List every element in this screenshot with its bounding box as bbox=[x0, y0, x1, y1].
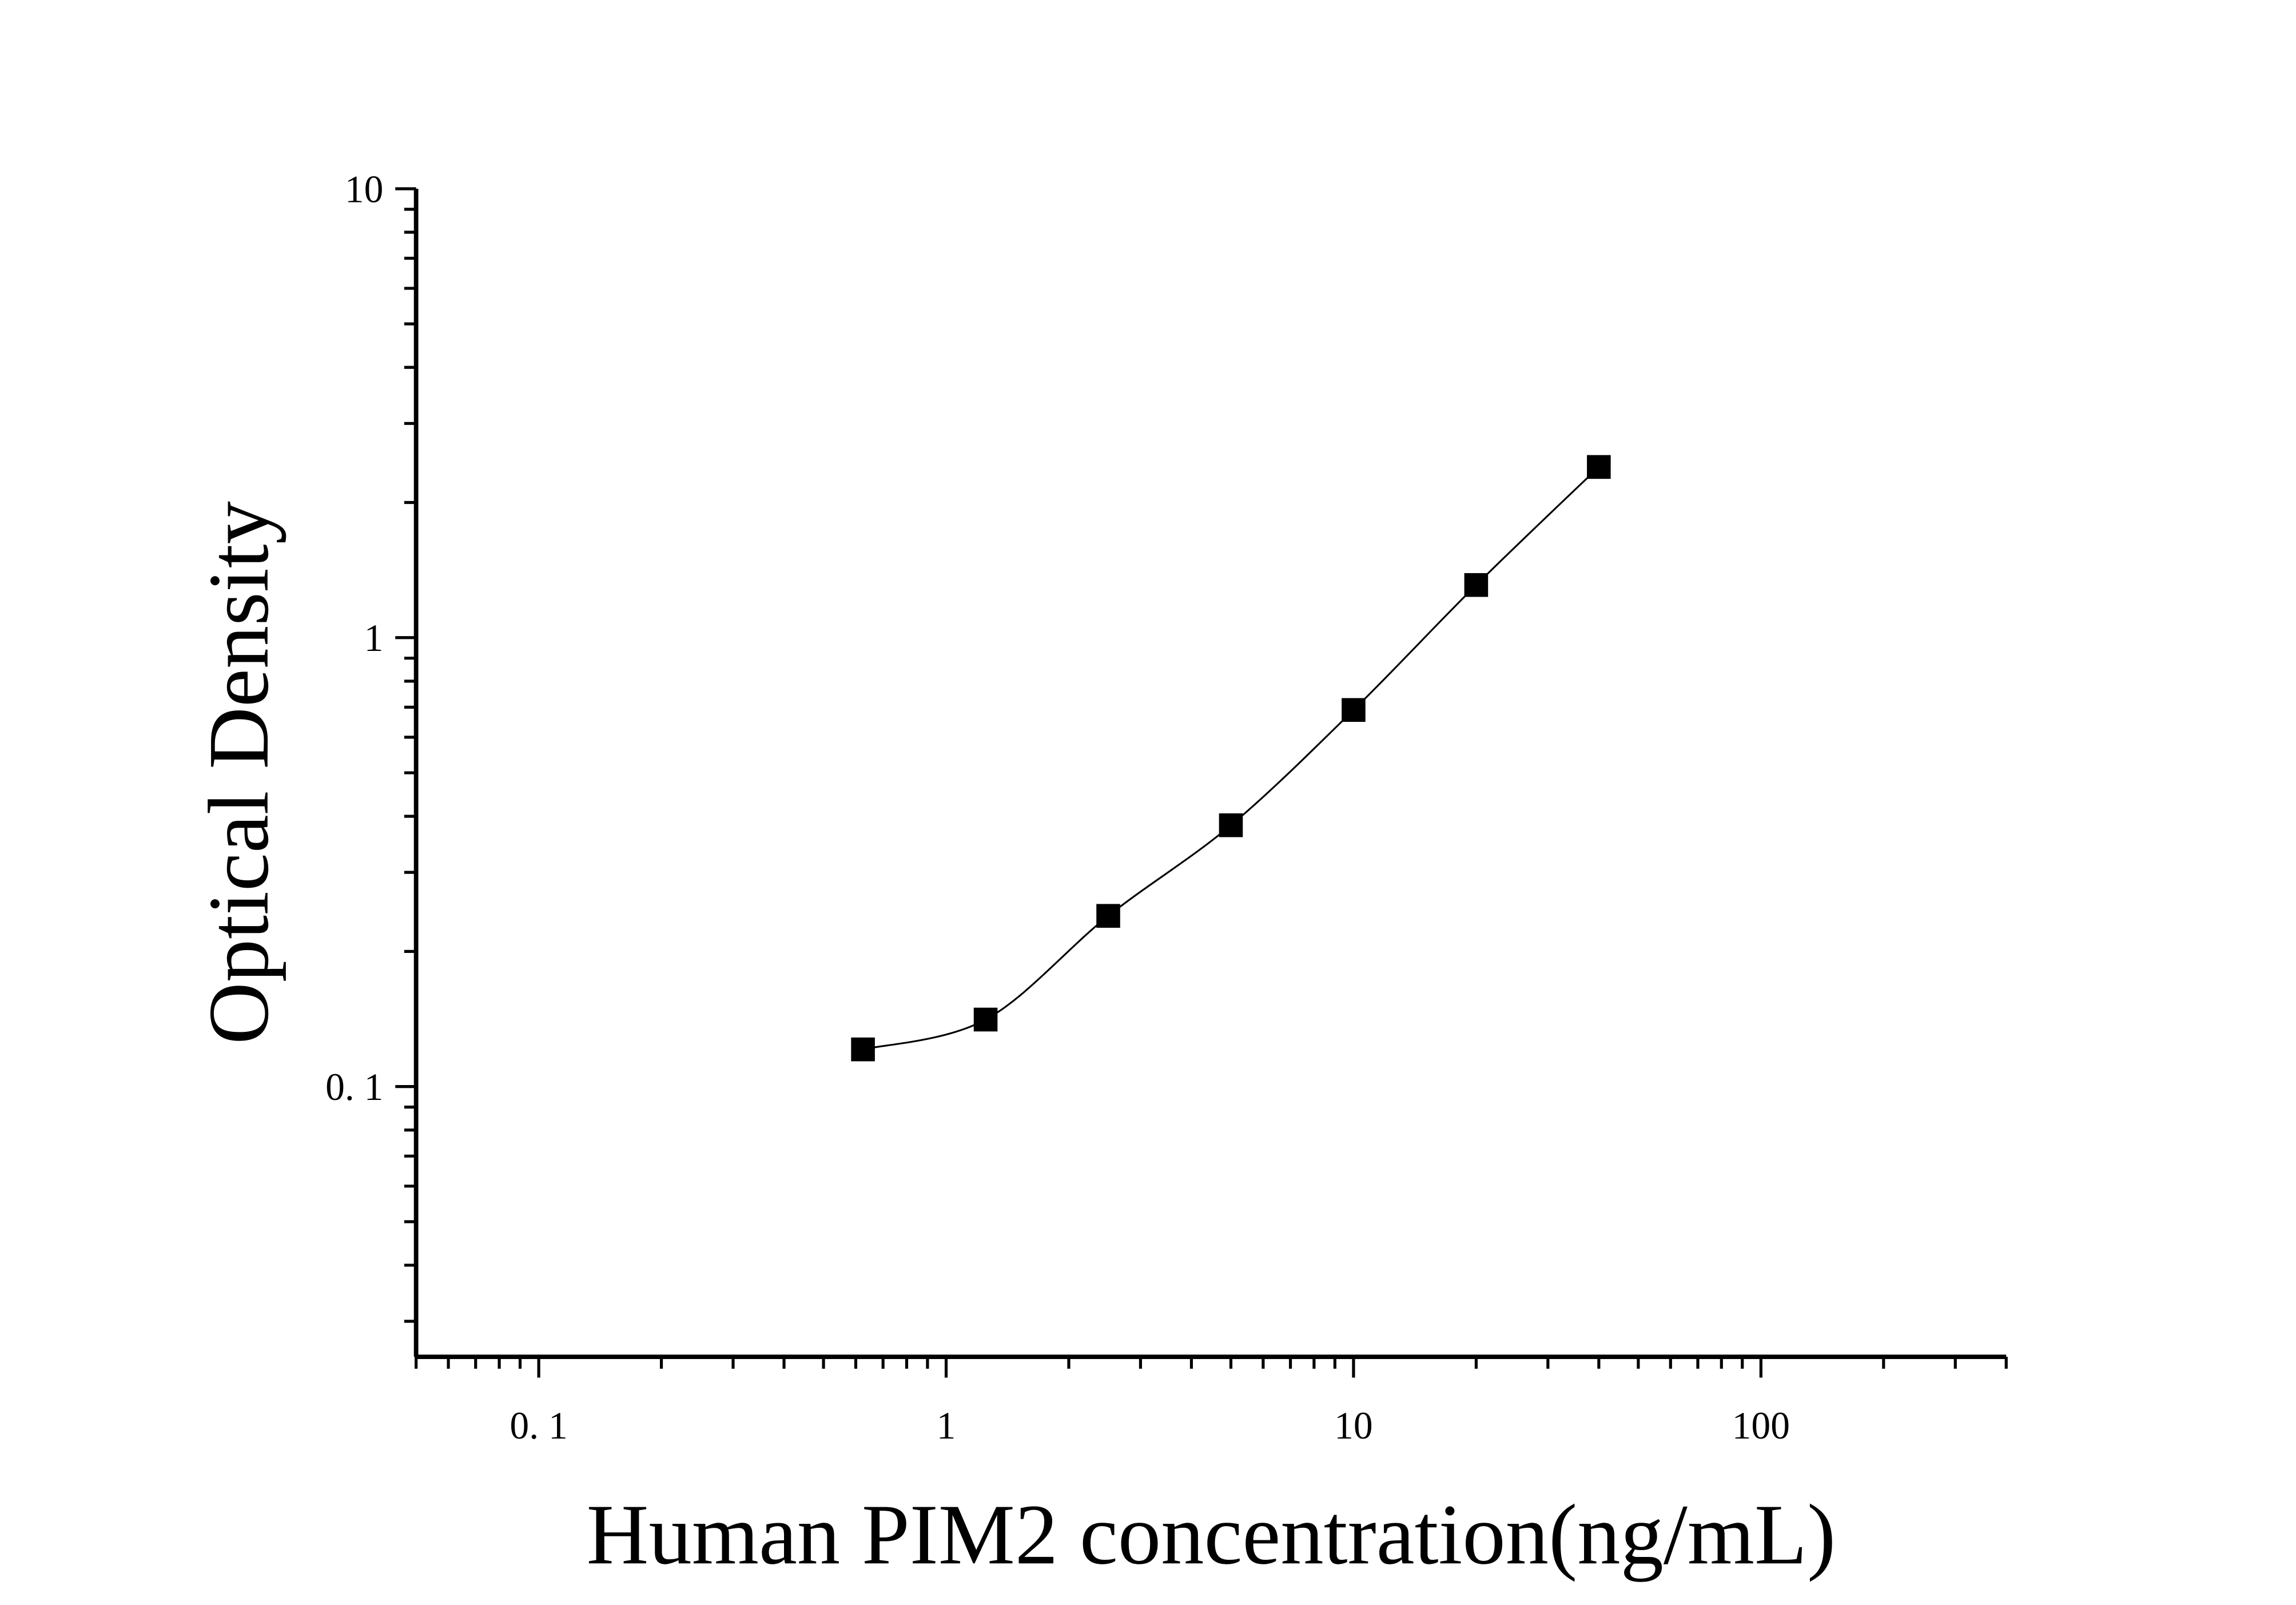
y-tick-label: 0. 1 bbox=[325, 1066, 383, 1109]
data-point bbox=[1096, 904, 1120, 928]
data-points bbox=[851, 455, 1611, 1062]
data-point bbox=[1587, 455, 1611, 479]
data-point bbox=[973, 1007, 998, 1032]
y-axis-title: Optical Density bbox=[191, 501, 286, 1044]
data-point bbox=[851, 1037, 875, 1062]
data-point bbox=[1219, 813, 1243, 837]
axes: 0. 1 1 10 100 0. 1 1 10 bbox=[325, 168, 2008, 1447]
fit-curve-layer bbox=[862, 466, 1599, 1051]
fit-curve bbox=[862, 466, 1599, 1051]
x-tick-label: 0. 1 bbox=[510, 1404, 567, 1447]
y-tick-label: 10 bbox=[345, 168, 384, 210]
y-tick-label: 1 bbox=[364, 617, 384, 660]
x-axis-title: Human PIM2 concentration(ng/mL) bbox=[587, 1487, 1836, 1582]
x-tick-label: 1 bbox=[937, 1404, 956, 1447]
x-tick-label: 10 bbox=[1334, 1404, 1373, 1447]
data-point bbox=[1464, 573, 1489, 597]
x-tick-label: 100 bbox=[1732, 1404, 1790, 1447]
data-point bbox=[1342, 698, 1366, 722]
